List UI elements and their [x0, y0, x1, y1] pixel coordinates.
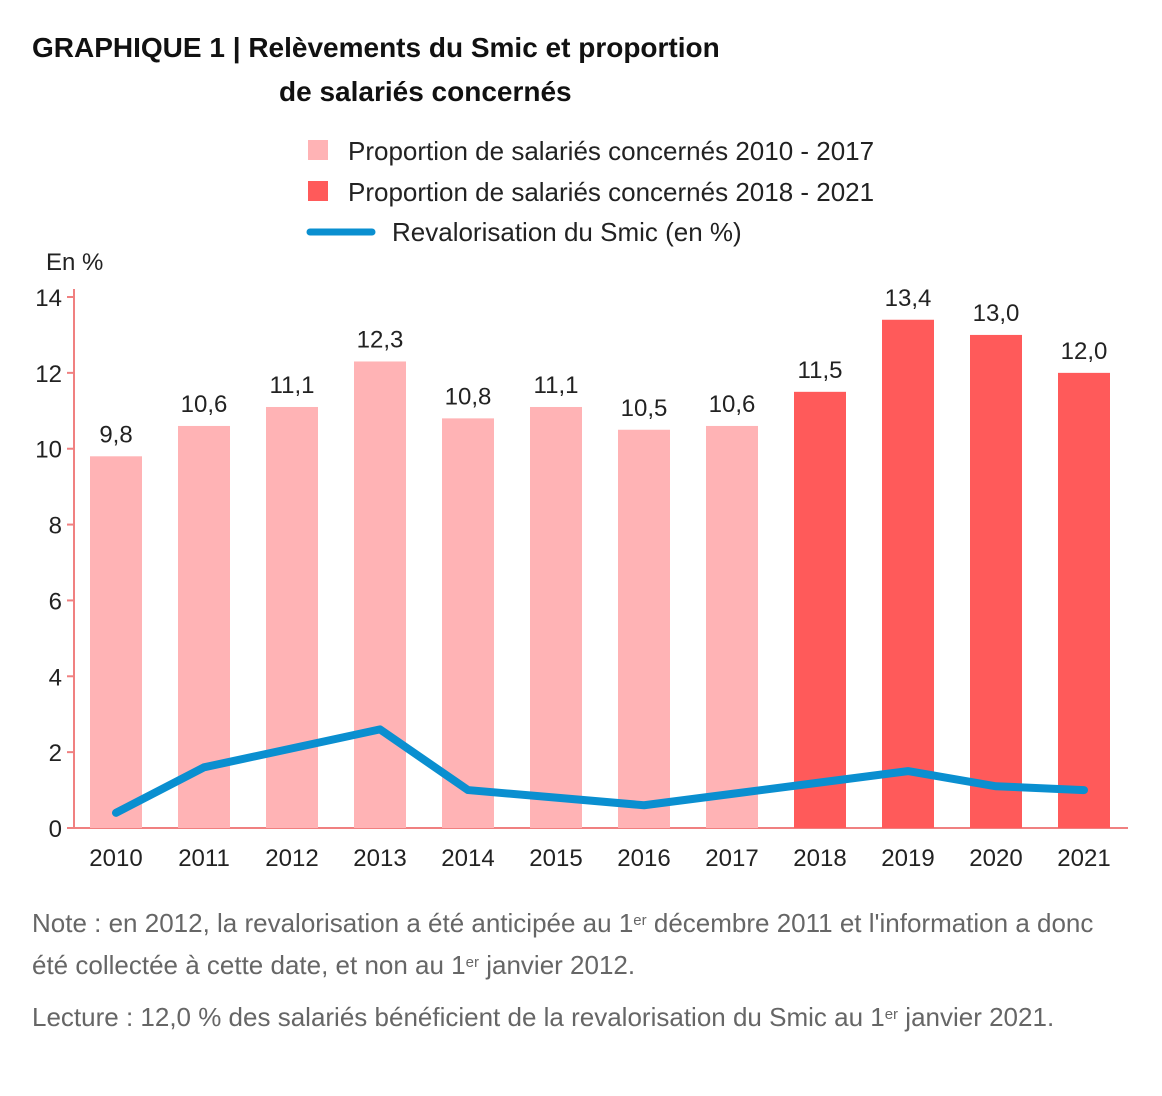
bar-2012 [266, 406, 318, 828]
bar-2016 [618, 429, 670, 828]
x-tick-label: 2013 [353, 845, 406, 872]
x-tick-label: 2019 [881, 845, 934, 872]
x-tick-label: 2021 [1057, 845, 1110, 872]
y-tick-label: 14 [35, 285, 62, 312]
legend-label: Proportion de salariés concernés 2010 - … [348, 136, 874, 166]
bar-2020 [970, 334, 1022, 828]
legend-label: Proportion de salariés concernés 2018 - … [348, 177, 874, 207]
y-tick-label: 2 [49, 740, 62, 767]
bar-2021 [1058, 372, 1110, 828]
data-label: 11,1 [270, 372, 315, 399]
bar-2019 [882, 319, 934, 828]
x-tick-label: 2017 [705, 845, 758, 872]
x-tick-label: 2012 [265, 845, 318, 872]
y-tick-label: 4 [49, 664, 62, 691]
data-label: 11,5 [798, 357, 843, 384]
y-tick-label: 8 [49, 513, 62, 540]
y-tick-label: 10 [35, 437, 62, 464]
legend-label: Revalorisation du Smic (en %) [392, 217, 742, 247]
chart-title: GRAPHIQUE 1 | Relèvements du Smic et pro… [32, 26, 720, 114]
data-label: 13,4 [885, 285, 932, 312]
y-tick-label: 6 [49, 588, 62, 615]
y-axis-label: En % [46, 249, 103, 276]
smic-line [112, 725, 1088, 817]
lecture-text: Lecture : 12,0 % des salariés bénéficien… [32, 1002, 1055, 1032]
bar-2015 [530, 406, 582, 828]
title-line-1: GRAPHIQUE 1 | Relèvements du Smic et pro… [32, 32, 720, 63]
data-label: 9,8 [99, 421, 132, 448]
bar-2013 [354, 361, 406, 828]
bar-2018 [794, 391, 846, 828]
note-text: Note : en 2012, la revalorisation a été … [32, 908, 1094, 980]
legend-swatch [308, 181, 328, 201]
data-label: 10,6 [709, 391, 756, 418]
y-tick-label: 0 [49, 816, 62, 843]
x-tick-label: 2018 [793, 845, 846, 872]
legend-swatch [308, 140, 328, 160]
y-tick-label: 12 [35, 361, 62, 388]
data-label: 13,0 [973, 300, 1020, 327]
bar-2010 [90, 456, 142, 828]
x-tick-label: 2011 [178, 845, 230, 872]
bar-2014 [442, 418, 494, 828]
x-tick-label: 2015 [529, 845, 582, 872]
data-label: 10,6 [181, 391, 228, 418]
data-label: 11,1 [534, 372, 579, 399]
bar-2017 [706, 425, 758, 828]
x-tick-label: 2016 [617, 845, 670, 872]
x-tick-label: 2010 [89, 845, 142, 872]
title-line-2: de salariés concernés [279, 76, 572, 107]
x-tick-label: 2014 [441, 845, 494, 872]
data-label: 12,3 [357, 326, 404, 353]
data-label: 12,0 [1061, 338, 1108, 365]
x-tick-label: 2020 [969, 845, 1022, 872]
data-label: 10,8 [445, 383, 492, 410]
data-label: 10,5 [621, 395, 668, 422]
